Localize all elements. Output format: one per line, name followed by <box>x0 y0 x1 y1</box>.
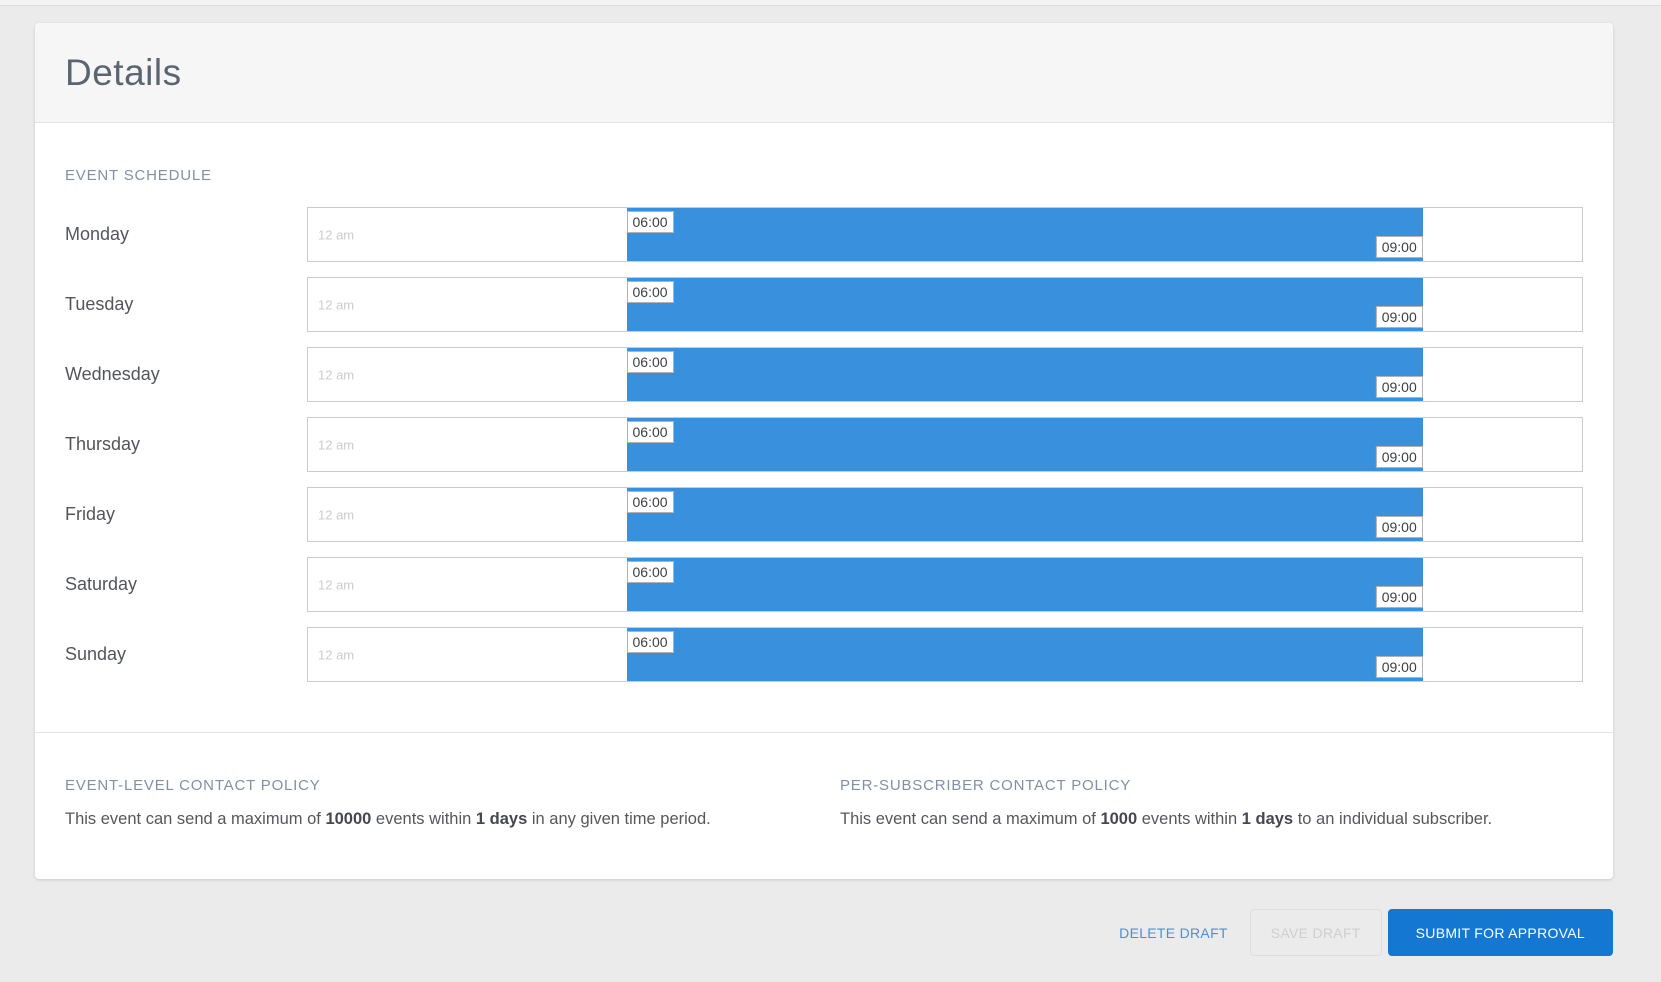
top-bar <box>0 0 1661 6</box>
range-end-handle[interactable]: 09:00 <box>1375 656 1423 678</box>
range-end-handle[interactable]: 09:00 <box>1375 306 1423 328</box>
range-end-handle[interactable]: 09:00 <box>1375 516 1423 538</box>
range-start-handle[interactable]: 06:00 <box>626 561 674 583</box>
card-header: Details <box>35 23 1613 123</box>
schedule-row-wednesday: Wednesday 12 am 06:00 09:00 <box>65 347 1583 402</box>
page-title: Details <box>65 51 182 93</box>
time-range-bar[interactable] <box>626 208 1423 261</box>
range-start-handle[interactable]: 06:00 <box>626 351 674 373</box>
day-label: Monday <box>65 224 130 244</box>
time-range-bar[interactable] <box>626 628 1423 681</box>
time-range-bar[interactable] <box>626 558 1423 611</box>
policy-max-events: 10000 <box>325 810 372 828</box>
axis-start-label: 12 am <box>318 577 355 592</box>
event-level-policy-text: This event can send a maximum of 10000 e… <box>65 809 808 829</box>
policy-text-middle: events within <box>371 810 476 828</box>
contact-policies-section: EVENT-LEVEL CONTACT POLICY This event ca… <box>35 732 1613 879</box>
policy-text-suffix: in any given time period. <box>527 810 711 828</box>
schedule-row-sunday: Sunday 12 am 06:00 09:00 <box>65 627 1583 682</box>
policy-max-events: 1000 <box>1100 810 1138 828</box>
policy-text-middle: events within <box>1137 810 1242 828</box>
details-card: Details EVENT SCHEDULE Monday 12 am 06:0… <box>35 23 1613 879</box>
save-draft-button[interactable]: SAVE DRAFT <box>1249 909 1382 956</box>
range-start-handle[interactable]: 06:00 <box>626 281 674 303</box>
delete-draft-button[interactable]: DELETE DRAFT <box>1109 909 1238 956</box>
schedule-row-saturday: Saturday 12 am 06:00 09:00 <box>65 557 1583 612</box>
policy-days: 1 days <box>475 810 528 828</box>
day-label: Friday <box>65 504 116 524</box>
schedule-row-friday: Friday 12 am 06:00 09:00 <box>65 487 1583 542</box>
footer-actions: DELETE DRAFT SAVE DRAFT SUBMIT FOR APPRO… <box>35 909 1613 980</box>
event-schedule-heading: EVENT SCHEDULE <box>65 167 212 184</box>
per-subscriber-policy-text: This event can send a maximum of 1000 ev… <box>840 809 1583 829</box>
policy-text-prefix: This event can send a maximum of <box>65 810 326 828</box>
range-end-handle[interactable]: 09:00 <box>1375 376 1423 398</box>
per-subscriber-policy: PER-SUBSCRIBER CONTACT POLICY This event… <box>808 777 1583 829</box>
time-range-bar[interactable] <box>626 348 1423 401</box>
policy-text-suffix: to an individual subscriber. <box>1293 810 1493 828</box>
axis-start-label: 12 am <box>318 507 355 522</box>
schedule-track[interactable]: 12 am 06:00 09:00 <box>307 627 1583 682</box>
range-end-handle[interactable]: 09:00 <box>1375 236 1423 258</box>
schedule-row-monday: Monday 12 am 06:00 09:00 <box>65 207 1583 262</box>
schedule-track[interactable]: 12 am 06:00 09:00 <box>307 487 1583 542</box>
day-label: Wednesday <box>65 364 160 384</box>
range-end-handle[interactable]: 09:00 <box>1375 446 1423 468</box>
schedule-track[interactable]: 12 am 06:00 09:00 <box>307 417 1583 472</box>
axis-start-label: 12 am <box>318 297 355 312</box>
schedule-track[interactable]: 12 am 06:00 09:00 <box>307 207 1583 262</box>
day-label: Tuesday <box>65 294 134 314</box>
schedule-track[interactable]: 12 am 06:00 09:00 <box>307 557 1583 612</box>
submit-for-approval-button[interactable]: SUBMIT FOR APPROVAL <box>1387 909 1613 956</box>
axis-start-label: 12 am <box>318 437 355 452</box>
event-level-policy: EVENT-LEVEL CONTACT POLICY This event ca… <box>65 777 808 829</box>
axis-start-label: 12 am <box>318 367 355 382</box>
range-end-handle[interactable]: 09:00 <box>1375 586 1423 608</box>
range-start-handle[interactable]: 06:00 <box>626 631 674 653</box>
event-schedule-section: EVENT SCHEDULE Monday 12 am 06:00 09:00 … <box>35 123 1613 732</box>
policy-days: 1 days <box>1241 810 1294 828</box>
range-start-handle[interactable]: 06:00 <box>626 211 674 233</box>
axis-start-label: 12 am <box>318 227 355 242</box>
schedule-track[interactable]: 12 am 06:00 09:00 <box>307 277 1583 332</box>
per-subscriber-policy-heading: PER-SUBSCRIBER CONTACT POLICY <box>840 777 1132 794</box>
time-range-bar[interactable] <box>626 278 1423 331</box>
schedule-row-tuesday: Tuesday 12 am 06:00 09:00 <box>65 277 1583 332</box>
day-label: Thursday <box>65 434 141 454</box>
event-level-policy-heading: EVENT-LEVEL CONTACT POLICY <box>65 777 321 794</box>
schedule-track[interactable]: 12 am 06:00 09:00 <box>307 347 1583 402</box>
time-range-bar[interactable] <box>626 418 1423 471</box>
day-label: Sunday <box>65 644 127 664</box>
range-start-handle[interactable]: 06:00 <box>626 491 674 513</box>
range-start-handle[interactable]: 06:00 <box>626 421 674 443</box>
policy-text-prefix: This event can send a maximum of <box>840 810 1101 828</box>
day-label: Saturday <box>65 574 138 594</box>
time-range-bar[interactable] <box>626 488 1423 541</box>
axis-start-label: 12 am <box>318 647 355 662</box>
schedule-row-thursday: Thursday 12 am 06:00 09:00 <box>65 417 1583 472</box>
